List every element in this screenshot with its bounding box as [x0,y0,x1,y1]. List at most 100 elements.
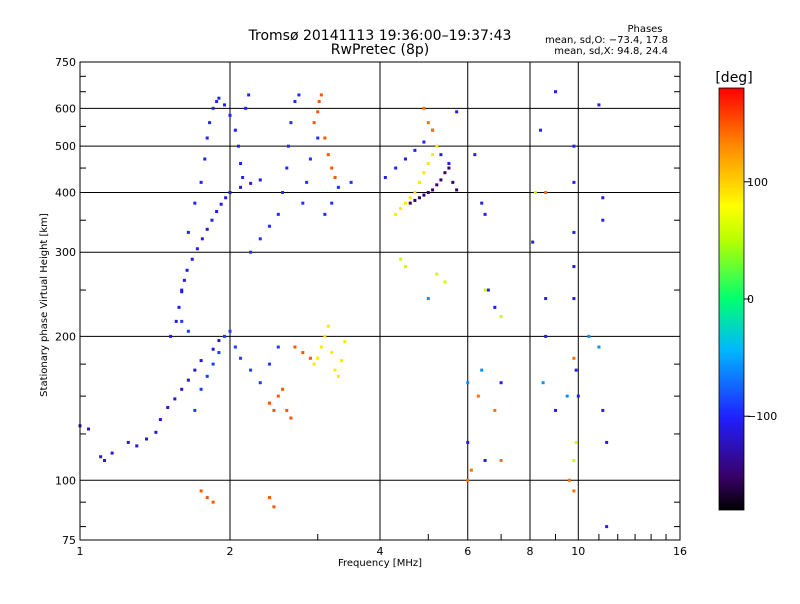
data-point [435,183,439,187]
data-point [544,334,548,338]
data-point [217,96,221,100]
data-point [286,144,290,148]
data-point [249,250,253,254]
data-point [319,93,323,97]
data-point [493,408,497,412]
data-point [574,440,578,444]
data-point [308,356,312,360]
data-point [597,345,601,349]
data-point [413,198,417,202]
data-point [301,351,305,355]
data-point [451,180,455,184]
data-point [483,288,487,292]
data-point [553,90,557,94]
data-point [145,437,149,441]
data-point [208,121,212,125]
data-point [572,297,576,301]
y-tick-label: 750 [55,56,76,69]
data-point [408,201,412,205]
x-tick-label: 8 [527,545,534,558]
data-point [203,157,207,161]
data-points [78,90,609,529]
data-point [330,351,334,355]
data-point [312,362,316,366]
data-point [572,458,576,462]
data-point [289,416,293,420]
data-point [217,339,221,343]
data-point [394,212,398,216]
data-point [605,525,609,529]
data-point [297,93,301,97]
data-point [233,345,237,349]
data-point [166,405,170,409]
data-point [572,356,576,360]
x-tick-label: 10 [571,545,585,558]
data-point [403,157,407,161]
data-point [326,153,330,157]
data-point [219,202,223,206]
data-point [605,440,609,444]
data-point [343,340,347,344]
data-point [211,106,215,110]
data-point [316,110,320,114]
phase-stats-o: mean, sd,O: −73.4, 17.8 [545,35,668,46]
data-point [99,455,103,459]
data-point [224,196,228,200]
data-point [205,136,209,140]
y-axis-label: Stationary phase Virtual Height [km] [39,213,50,397]
x-tick-label: 2 [227,545,234,558]
data-point [466,478,470,482]
data-point [443,280,447,284]
data-point [195,247,199,251]
grid-lines [80,62,680,540]
data-point [330,201,334,205]
data-point [587,334,591,338]
data-point [199,489,203,493]
data-point [413,190,417,194]
data-point [455,110,459,114]
y-tick-label: 400 [55,186,76,199]
data-point [276,212,280,216]
data-point [193,201,197,205]
data-point [408,196,412,200]
data-point [601,196,605,200]
data-point [267,224,271,228]
data-point [110,451,114,455]
data-point [199,387,203,391]
data-point [499,458,503,462]
data-point [186,230,190,234]
data-point [323,334,327,338]
data-point [349,180,353,184]
data-point [182,278,186,282]
data-point [211,347,215,351]
data-point [205,227,209,231]
data-point [158,418,162,422]
data-point [199,180,203,184]
y-tick-label: 600 [55,102,76,115]
data-point [272,408,276,412]
data-point [443,171,447,175]
x-tick-label: 6 [464,545,471,558]
data-point [177,305,181,309]
data-point [180,319,184,323]
y-tick-label: 100 [55,474,76,487]
data-point [323,212,327,216]
data-point [217,351,221,355]
data-point [186,329,190,333]
data-point [601,408,605,412]
data-point [244,106,248,110]
data-point [174,319,178,323]
data-point [466,381,470,385]
data-point [333,368,337,372]
data-point [317,100,321,104]
data-point [293,345,297,349]
data-point [567,478,571,482]
data-point [301,201,305,205]
data-point [276,345,280,349]
phase-stats-heading: Phases [627,24,662,35]
chart-title: Tromsø 20141113 19:36:00–19:37:43 [248,28,512,44]
data-point [247,93,251,97]
data-point [455,188,459,192]
plot-frame [79,61,681,541]
data-point [272,505,276,509]
